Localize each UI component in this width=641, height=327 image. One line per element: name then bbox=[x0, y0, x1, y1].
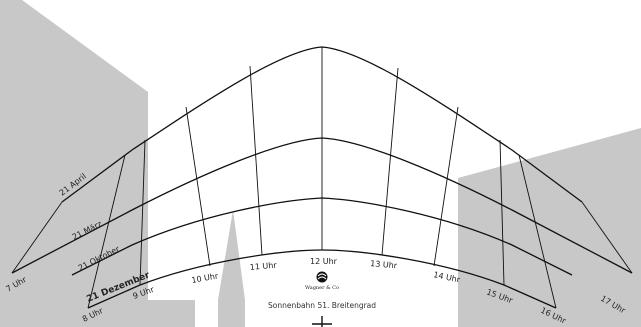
hour-label-11: 11 Uhr bbox=[249, 261, 277, 272]
hour-label-10: 10 Uhr bbox=[191, 271, 220, 285]
hour-line-8 bbox=[87, 154, 126, 309]
logo-text: Wagner & Co bbox=[305, 285, 339, 291]
shading-left bbox=[0, 0, 195, 327]
hour-line-14 bbox=[433, 106, 459, 267]
hour-label-12: 12 Uhr bbox=[310, 257, 338, 266]
hour-line-10 bbox=[185, 106, 211, 267]
shading-mast bbox=[218, 210, 245, 327]
hour-line-17 bbox=[581, 201, 633, 274]
hour-line-16 bbox=[518, 154, 557, 309]
shading-right bbox=[458, 128, 641, 327]
hour-line-9 bbox=[139, 139, 146, 286]
hour-line-7 bbox=[11, 201, 63, 274]
center-marker bbox=[312, 316, 332, 327]
hour-label-13: 13 Uhr bbox=[370, 259, 398, 270]
hour-line-11 bbox=[249, 65, 263, 256]
diagram-title: Sonnenbahn 51. Breitengrad bbox=[268, 301, 376, 310]
wagner-logo: Wagner & Co bbox=[305, 271, 339, 291]
hour-line-13 bbox=[381, 67, 399, 256]
hour-line-15 bbox=[499, 139, 505, 286]
hour-label-14: 14 Uhr bbox=[433, 270, 462, 285]
hour-lines bbox=[11, 47, 633, 309]
